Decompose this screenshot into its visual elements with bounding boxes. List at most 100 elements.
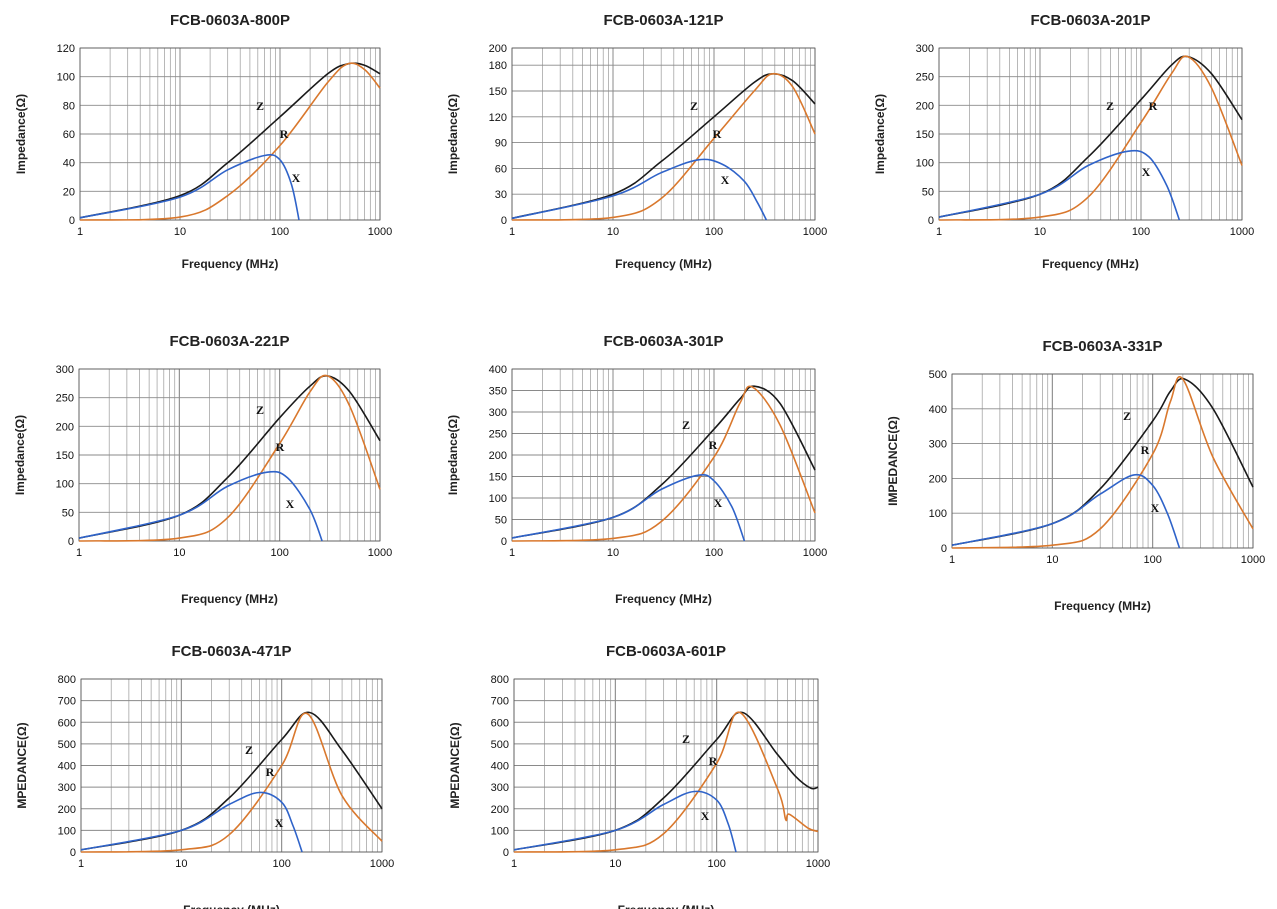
plot-frame <box>513 678 819 853</box>
chart-2: FCB-0603A-121P 0 30 60 90 120 150 180 200 1 10 100 1… <box>446 12 827 271</box>
chart-8: FCB-0603A-601P 0 100 200 300 400 500 600 700 800 1… <box>448 643 830 909</box>
y-tick-label: 0 <box>501 536 507 548</box>
chart-7: FCB-0603A-471P 0 100 200 300 400 500 600 700 800 1… <box>15 643 394 909</box>
y-axis-label: Impedance(Ω) <box>446 94 460 174</box>
series-label-r: R <box>280 127 289 141</box>
series-line-r <box>79 62 381 221</box>
y-tick-label: 200 <box>491 804 509 816</box>
y-tick-label: 200 <box>489 450 507 462</box>
y-tick-label: 300 <box>56 364 74 376</box>
series-line-r <box>951 376 1254 549</box>
y-tick-label: 600 <box>58 717 76 729</box>
chart-5: FCB-0603A-301P 0 50 100 150 200 250 300 350 400 1 1… <box>446 333 827 606</box>
y-tick-label: 500 <box>491 739 509 751</box>
x-tick-label: 100 <box>270 547 288 559</box>
x-axis-label: Frequency (MHz) <box>618 903 715 909</box>
y-tick-label: 40 <box>63 158 75 170</box>
plot-frame <box>511 368 816 542</box>
y-tick-label: 200 <box>58 804 76 816</box>
y-tick-label: 500 <box>929 369 947 381</box>
y-tick-label: 200 <box>916 100 934 112</box>
y-tick-label: 0 <box>501 215 507 227</box>
y-tick-label: 60 <box>63 129 75 141</box>
y-tick-label: 150 <box>56 450 74 462</box>
y-tick-label: 300 <box>58 782 76 794</box>
series-label-z: Z <box>256 403 264 417</box>
y-tick-label: 400 <box>929 404 947 416</box>
series-label-x: X <box>292 171 301 185</box>
y-tick-label: 150 <box>916 129 934 141</box>
x-tick-label: 1 <box>936 226 942 238</box>
x-tick-label: 1 <box>509 547 515 559</box>
plot-frame <box>78 368 381 542</box>
series-label-x: X <box>286 497 295 511</box>
y-tick-label: 700 <box>58 696 76 708</box>
x-tick-label: 10 <box>173 547 185 559</box>
chart-title: FCB-0603A-301P <box>603 333 723 350</box>
series-label-z: Z <box>1106 99 1114 113</box>
series-label-x: X <box>275 816 284 830</box>
plot-frame <box>80 678 383 853</box>
y-tick-label: 800 <box>491 674 509 686</box>
x-tick-label: 1 <box>511 858 517 870</box>
y-tick-label: 0 <box>941 543 947 555</box>
series-line-x <box>79 153 300 221</box>
y-tick-label: 300 <box>489 407 507 419</box>
y-axis-label: Impedance(Ω) <box>873 94 887 174</box>
y-tick-label: 180 <box>489 60 507 72</box>
grid <box>80 678 383 853</box>
series-label-r: R <box>276 440 285 454</box>
y-tick-label: 20 <box>63 186 75 198</box>
y-tick-label: 250 <box>489 429 507 441</box>
y-tick-label: 200 <box>929 473 947 485</box>
y-tick-label: 100 <box>929 508 947 520</box>
chart-4: FCB-0603A-221P 0 50 100 150 200 250 300 1 10 100 10… <box>13 333 392 606</box>
series-line-x <box>78 470 323 542</box>
x-tick-label: 100 <box>272 858 290 870</box>
x-axis-label: Frequency (MHz) <box>615 592 712 606</box>
x-tick-label: 1 <box>76 547 82 559</box>
y-axis-label: MPEDANCE(Ω) <box>15 722 29 808</box>
series-line-x <box>951 473 1181 549</box>
x-tick-label: 1 <box>509 226 515 238</box>
x-axis-label: Frequency (MHz) <box>183 903 280 909</box>
plot-frame <box>79 47 381 221</box>
x-tick-label: 100 <box>707 858 725 870</box>
y-tick-label: 200 <box>489 43 507 55</box>
y-tick-label: 250 <box>56 393 74 405</box>
y-tick-label: 0 <box>928 215 934 227</box>
series-label-z: Z <box>682 732 690 746</box>
y-tick-label: 50 <box>495 515 507 527</box>
series-label-z: Z <box>245 743 253 757</box>
y-tick-label: 50 <box>922 186 934 198</box>
y-tick-label: 800 <box>58 674 76 686</box>
grid <box>511 368 816 542</box>
chart-6: FCB-0603A-331P 0 100 200 300 400 500 1 10 100 1000… <box>886 338 1265 613</box>
y-tick-label: 90 <box>495 138 507 150</box>
x-tick-label: 1 <box>77 226 83 238</box>
x-tick-label: 100 <box>1132 226 1150 238</box>
plot-frame <box>951 373 1254 549</box>
x-tick-label: 10 <box>607 226 619 238</box>
series-label-r: R <box>713 127 722 141</box>
chart-title: FCB-0603A-601P <box>606 643 726 660</box>
y-tick-label: 350 <box>489 386 507 398</box>
y-tick-label: 0 <box>70 847 76 859</box>
x-tick-label: 1000 <box>1241 554 1265 566</box>
y-tick-label: 100 <box>491 825 509 837</box>
x-tick-label: 1000 <box>370 858 394 870</box>
series-label-r: R <box>709 438 718 452</box>
y-tick-label: 30 <box>495 189 507 201</box>
series-label-x: X <box>701 809 710 823</box>
x-tick-label: 100 <box>1143 554 1161 566</box>
series-line-r <box>513 711 819 853</box>
series-line-x <box>938 149 1181 221</box>
y-tick-label: 100 <box>916 158 934 170</box>
y-tick-label: 400 <box>489 364 507 376</box>
x-axis-label: Frequency (MHz) <box>181 592 278 606</box>
series-label-x: X <box>1142 165 1151 179</box>
series-line-x <box>511 473 746 542</box>
chart-title: FCB-0603A-121P <box>603 12 723 29</box>
x-tick-label: 1000 <box>368 547 392 559</box>
y-tick-label: 250 <box>916 72 934 84</box>
